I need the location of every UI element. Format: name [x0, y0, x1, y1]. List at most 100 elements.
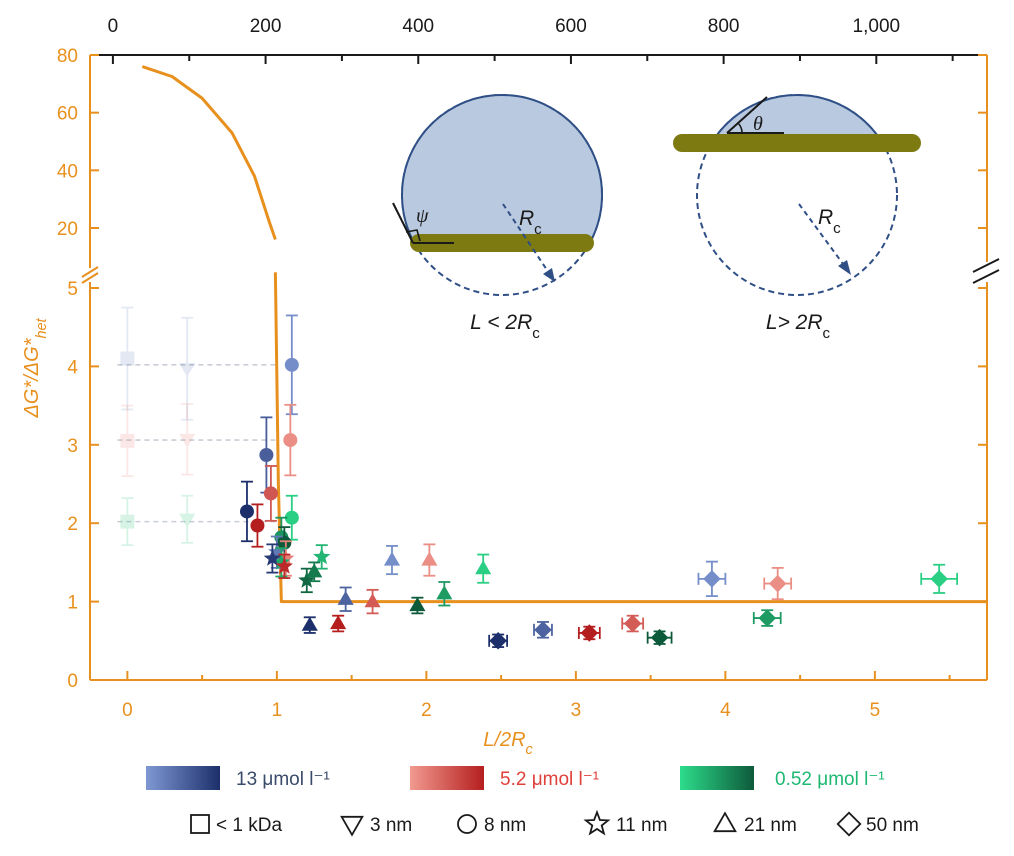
radius-label: Rc	[519, 207, 542, 238]
droplet-cap	[709, 94, 885, 144]
y-axis-label: ΔG*/ΔG*het	[21, 317, 50, 418]
data-point	[179, 403, 196, 476]
droplet-cap	[401, 94, 603, 244]
inset-droplet-large-film: θ Rc L> 2Rc	[673, 94, 921, 342]
data-point	[275, 553, 293, 579]
legend-marker-label: 11 nm	[616, 815, 667, 836]
y-tick-label: 2	[67, 514, 78, 535]
data-point	[298, 567, 316, 594]
data-point	[263, 465, 278, 522]
tangent-line	[726, 96, 768, 134]
film-bar	[673, 134, 921, 152]
data-points	[120, 306, 958, 650]
data-point	[330, 614, 347, 633]
legend-concentration-label: 5.2 μmol l⁻¹	[500, 769, 599, 790]
marker-triangle-up	[475, 560, 492, 575]
series-21-nm	[301, 543, 492, 634]
data-point	[697, 560, 727, 598]
legend-color-bar	[410, 766, 484, 790]
data-point	[763, 566, 793, 601]
marker-triangle-up	[301, 616, 318, 631]
marker-star	[268, 543, 286, 560]
data-point	[313, 544, 331, 570]
data-point	[120, 497, 135, 547]
x-top-tick-label: 400	[402, 16, 434, 37]
legend-marker-square	[190, 814, 210, 834]
y-tick-label: 4	[67, 357, 78, 378]
legend-marker-circle	[457, 814, 477, 834]
axis-break-mark	[972, 258, 1000, 273]
legend: 13 μmol l⁻¹ 5.2 μmol l⁻¹ 0.52 μmol l⁻¹ < 1 …	[146, 766, 919, 837]
data-point	[475, 553, 492, 584]
marker-triangle-up	[409, 597, 426, 612]
legend-marker-triangle-down	[340, 815, 364, 837]
x-axis-label: L/2Rc	[483, 729, 533, 758]
angle-label: ψ	[416, 205, 429, 227]
series-11-nm	[263, 535, 331, 594]
x-tick-label: 1	[272, 700, 283, 721]
legend-concentration-label: 0.52 μmol l⁻¹	[775, 769, 885, 790]
tangent-line	[392, 202, 414, 244]
data-point	[263, 543, 281, 574]
x-tick-label: 5	[870, 700, 881, 721]
marker-star	[263, 549, 281, 566]
legend-marker-label: < 1 kDa	[216, 815, 282, 836]
series-8-nm	[239, 314, 299, 560]
data-point	[120, 306, 135, 411]
angle-label: θ	[753, 113, 763, 135]
data-point	[239, 480, 254, 543]
data-point	[120, 404, 135, 478]
data-point	[421, 543, 438, 577]
axis-break-mark	[81, 272, 99, 284]
data-point	[646, 628, 673, 647]
data-point	[409, 596, 426, 615]
theory-curve-upper	[141, 65, 277, 241]
marker-triangle-up	[383, 551, 401, 566]
marker-diamond	[650, 628, 669, 647]
legend-marker-star	[583, 809, 611, 836]
condition-label-large-film: L> 2Rc	[766, 311, 831, 342]
x-top-tick-label: 600	[555, 16, 587, 37]
marker-square	[120, 433, 135, 448]
marker-star	[298, 571, 316, 588]
data-point	[306, 561, 323, 583]
data-point	[920, 563, 958, 594]
legend-marker-label: 8 nm	[484, 815, 526, 836]
marker-circle	[250, 518, 265, 533]
marker-triangle-up	[421, 551, 438, 566]
x-tick-label: 0	[122, 700, 133, 721]
y-tick-label: 80	[57, 46, 78, 67]
marker-star	[277, 549, 295, 566]
angle-marker	[405, 229, 421, 242]
x-tick-label: 4	[720, 700, 731, 721]
marker-circle	[277, 535, 292, 550]
y-tick-label: 3	[67, 436, 78, 457]
series--1-kda	[120, 306, 135, 547]
data-point	[577, 624, 601, 642]
data-point	[364, 588, 381, 615]
axis-break-mark	[972, 269, 1000, 284]
y-tick-label: 20	[57, 219, 78, 240]
marker-circle	[263, 486, 278, 501]
reference-lines	[117, 364, 277, 523]
condition-label-small-film: L < 2Rc	[470, 311, 540, 342]
data-point	[337, 586, 354, 612]
legend-marker-diamond	[836, 811, 862, 837]
legend-marker-label: 3 nm	[370, 815, 412, 836]
data-point	[301, 616, 318, 634]
marker-triangle-up	[306, 563, 323, 578]
marker-diamond	[580, 624, 599, 642]
data-point	[283, 403, 298, 477]
x-tick-label: 3	[571, 700, 582, 721]
marker-triangle-down	[179, 513, 196, 528]
x-tick-label: 2	[421, 700, 432, 721]
series-50-nm	[488, 560, 958, 650]
legend-marker-label: 21 nm	[744, 815, 797, 836]
marker-diamond	[623, 614, 642, 633]
marker-circle	[239, 504, 254, 519]
marker-diamond	[930, 570, 948, 588]
marker-triangle-up	[364, 593, 381, 608]
marker-diamond	[768, 574, 787, 593]
x-top-tick-label: 1,000	[853, 16, 901, 37]
